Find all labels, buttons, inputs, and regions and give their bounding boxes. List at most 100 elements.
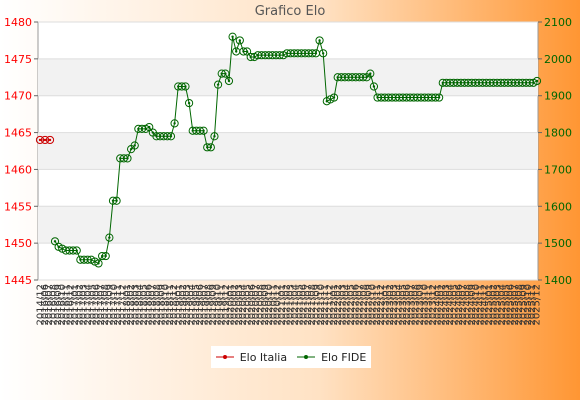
- grid-band: [38, 132, 538, 170]
- data-point-fide-center: [53, 240, 57, 243]
- x-tick-label: 2023/02: [385, 284, 396, 326]
- x-tick-label: 2020/02: [230, 284, 241, 326]
- x-tick-label: 2019/02: [178, 284, 189, 326]
- data-point-italia: [40, 135, 50, 145]
- x-tick-label: 2018/02: [126, 284, 137, 326]
- x-tick-label: 2020/04: [238, 284, 249, 326]
- data-point-fide-center: [535, 79, 539, 83]
- x-tick-label: 2021/08: [307, 284, 318, 326]
- data-point-fide: [369, 82, 379, 91]
- x-tick-label: 2023/08: [411, 284, 422, 326]
- legend-item-italia[interactable]: Elo Italia: [215, 351, 287, 364]
- data-point-fide: [94, 259, 103, 268]
- data-point-italia: [35, 135, 45, 145]
- data-point-fide-center: [187, 101, 191, 105]
- x-tick-label: 2021/06: [299, 284, 310, 326]
- x-tick-label: 2018/01: [122, 284, 133, 326]
- data-point-fide-center: [97, 262, 100, 265]
- x-tick-label: 2017/12: [117, 284, 128, 326]
- data-point-fide: [130, 141, 139, 150]
- data-point-fide-center: [108, 236, 111, 239]
- x-tick-label: 2023/09: [415, 284, 426, 326]
- data-point-italia-center: [38, 138, 42, 142]
- data-point-fide: [329, 93, 339, 102]
- x-tick-label: 2019/03: [182, 284, 193, 326]
- x-tick-label: 2018/03: [130, 284, 141, 326]
- data-point-fide: [105, 233, 114, 242]
- left-tick-label: 1475: [4, 53, 32, 66]
- x-tick-label: 2017/09: [105, 284, 116, 326]
- x-tick-label: 2021/10: [316, 284, 327, 326]
- data-point-fide: [199, 126, 208, 135]
- data-point-fide: [181, 82, 190, 91]
- x-tick-label: 2016/08: [48, 284, 59, 326]
- data-point-fide: [213, 80, 223, 89]
- left-tick-label: 1470: [4, 90, 32, 103]
- legend-swatch-italia: [215, 355, 234, 359]
- x-tick-label: 2017/04: [83, 284, 94, 326]
- x-tick-label: 2021/09: [312, 284, 323, 326]
- x-tick-label: 2024/04: [445, 284, 456, 326]
- x-tick-label: 2024/01: [432, 284, 443, 326]
- data-point-fide: [206, 143, 215, 152]
- data-point-fide-center: [235, 50, 238, 53]
- left-tick-label: 1450: [4, 237, 32, 250]
- x-tick-label: 2023/12: [428, 284, 439, 326]
- data-point-fide: [210, 132, 219, 141]
- left-tick-label: 1465: [4, 127, 32, 140]
- x-tick-label: 2021/02: [281, 284, 292, 326]
- left-tick-label: 1460: [4, 163, 32, 176]
- right-tick-label: 1700: [544, 163, 572, 176]
- x-tick-label: 2018/10: [161, 284, 172, 326]
- x-tick-label: 2018/06: [143, 284, 154, 326]
- x-tick-label: 2023/05: [398, 284, 409, 326]
- x-tick-label: 2021/03: [286, 284, 297, 326]
- data-point-fide-center: [216, 83, 220, 86]
- x-tick-label: 2024/10: [471, 284, 482, 326]
- x-tick-label: 2025/02: [488, 284, 499, 326]
- left-tick-label: 1455: [4, 200, 32, 213]
- x-tick-label: 2023/04: [393, 284, 404, 326]
- data-point-fide: [170, 119, 179, 128]
- data-point-fide-center: [318, 39, 321, 42]
- legend-swatch-fide: [297, 355, 316, 359]
- x-tick-label: 2022/07: [355, 284, 366, 326]
- x-tick-label: 2020/09: [260, 284, 271, 326]
- x-tick-label: 2019/05: [191, 284, 202, 326]
- data-point-fide: [435, 93, 444, 102]
- data-point-fide: [184, 98, 194, 108]
- x-tick-label: 2023/03: [389, 284, 400, 326]
- x-tick-label: 2019/04: [186, 284, 197, 326]
- data-point-fide-center: [133, 144, 136, 147]
- x-tick-label: 2019/06: [195, 284, 206, 326]
- x-tick-label: 2018/05: [139, 284, 150, 326]
- data-point-fide: [366, 69, 375, 78]
- data-point-fide-center: [148, 125, 151, 129]
- x-tick-label: 2019/09: [208, 284, 219, 326]
- legend: Elo Italia Elo FIDE: [211, 346, 371, 368]
- x-tick-label: 2020/03: [234, 284, 245, 326]
- x-tick-label: 2019/08: [204, 284, 215, 326]
- x-tick-label: 2025/08: [514, 284, 525, 326]
- data-point-fide: [166, 132, 176, 141]
- x-tick-label: 2023/07: [406, 284, 417, 326]
- x-tick-label: 2020/10: [264, 284, 275, 326]
- x-tick-label: 2020/11: [268, 284, 279, 326]
- right-tick-label: 2000: [544, 53, 572, 66]
- data-point-fide-center: [184, 85, 187, 88]
- data-point-fide-center: [104, 254, 107, 258]
- data-point-fide-center: [209, 146, 213, 149]
- x-tick-label: 2024/07: [458, 284, 469, 326]
- x-tick-label: 2023/10: [419, 284, 430, 326]
- data-point-fide: [315, 36, 324, 45]
- x-tick-label: 2022/08: [359, 284, 370, 326]
- right-tick-label: 1500: [544, 237, 572, 250]
- legend-item-fide[interactable]: Elo FIDE: [297, 351, 366, 364]
- right-tick-label: 1900: [544, 90, 572, 103]
- x-tick-label: 2022/05: [346, 284, 357, 326]
- data-point-italia: [45, 135, 55, 145]
- x-tick-label: 2025/03: [493, 284, 504, 326]
- x-tick-label: 2022/03: [337, 284, 348, 326]
- x-tick-label: 2016/10: [57, 284, 68, 326]
